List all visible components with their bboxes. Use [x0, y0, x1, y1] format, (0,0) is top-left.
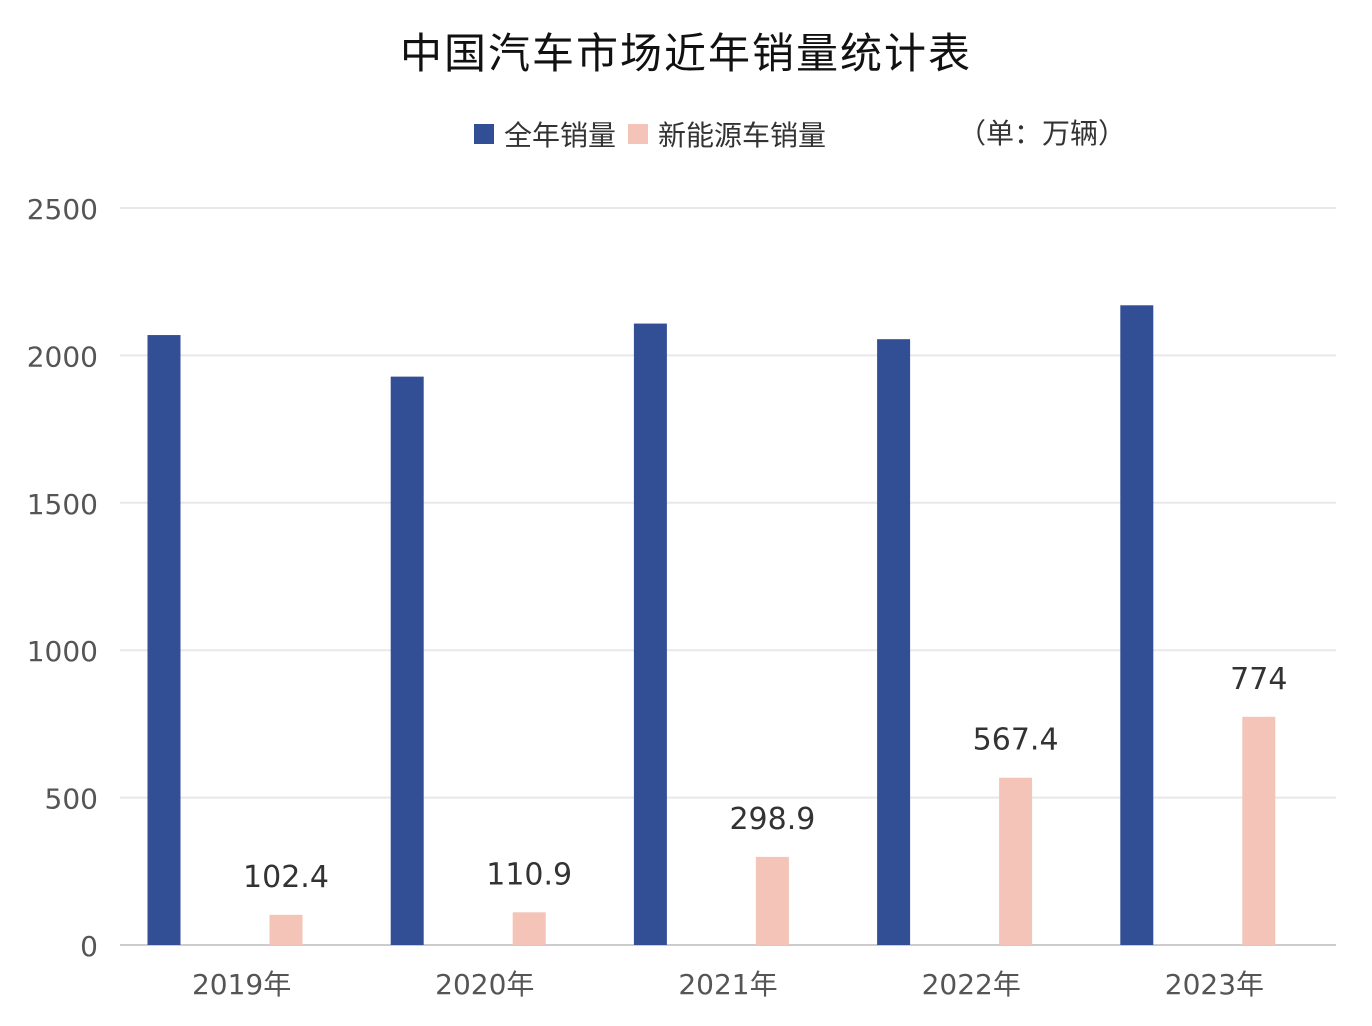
bar-total-sales — [633, 323, 667, 945]
x-tick-label: 2020年 — [435, 968, 534, 1001]
chart-title: 中国汽车市场近年销量统计表 — [399, 29, 972, 78]
legend-swatch-nev — [628, 124, 649, 144]
bar-nev-sales — [269, 914, 303, 945]
data-label-nev: 102.4 — [243, 860, 329, 895]
bar-total-sales — [147, 335, 181, 945]
y-tick-label: 0 — [80, 930, 98, 963]
bar-nev-sales — [755, 856, 789, 945]
data-label-nev: 774 — [1230, 662, 1287, 697]
y-tick-label: 2500 — [27, 193, 98, 226]
y-tick-label: 1500 — [27, 488, 98, 521]
legend-label-total: 全年销量 — [504, 119, 617, 152]
bar-total-sales — [390, 376, 424, 945]
bar-nev-sales — [1242, 716, 1276, 945]
x-tick-label: 2019年 — [192, 968, 291, 1001]
x-tick-label: 2023年 — [1165, 968, 1264, 1001]
y-tick-label: 500 — [45, 783, 98, 816]
data-label-nev: 567.4 — [973, 723, 1059, 758]
legend-item-total: 全年销量 — [474, 114, 616, 154]
data-label-nev: 110.9 — [486, 857, 572, 892]
legend-swatch-total — [474, 124, 494, 144]
x-tick-label: 2021年 — [678, 968, 777, 1001]
y-tick-label: 1000 — [27, 635, 98, 668]
bar-nev-sales — [512, 912, 546, 945]
unit-note: （单：万辆） — [958, 117, 1127, 150]
x-tick-label: 2022年 — [922, 968, 1021, 1001]
bar-total-sales — [877, 339, 911, 945]
data-label-nev: 298.9 — [729, 802, 815, 837]
legend: 全年销量 新能源车销量 — [474, 114, 838, 154]
bar-nev-sales — [999, 777, 1033, 945]
y-tick-label: 2000 — [27, 340, 98, 373]
legend-item-nev: 新能源车销量 — [628, 114, 826, 154]
legend-label-nev: 新能源车销量 — [658, 119, 827, 152]
bar-total-sales — [1120, 305, 1154, 945]
